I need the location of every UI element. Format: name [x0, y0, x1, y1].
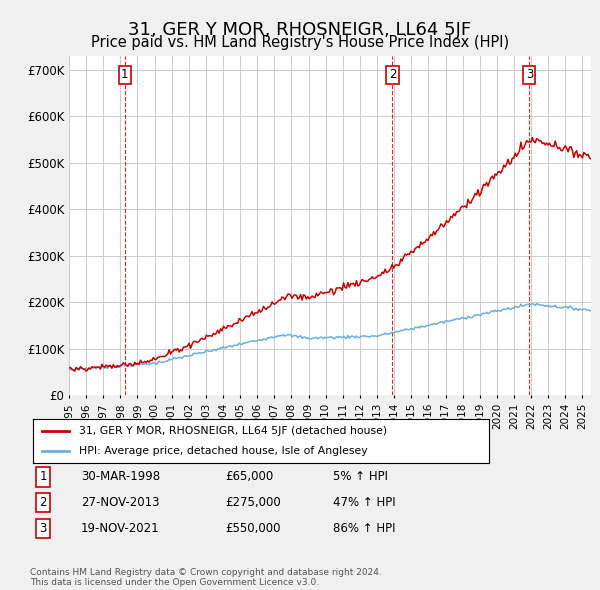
Text: 27-NOV-2013: 27-NOV-2013 — [81, 496, 160, 509]
Text: 19-NOV-2021: 19-NOV-2021 — [81, 522, 160, 535]
Text: 1: 1 — [121, 68, 128, 81]
Text: £275,000: £275,000 — [225, 496, 281, 509]
Text: 30-MAR-1998: 30-MAR-1998 — [81, 470, 160, 483]
Text: 31, GER Y MOR, RHOSNEIGR, LL64 5JF: 31, GER Y MOR, RHOSNEIGR, LL64 5JF — [128, 21, 472, 39]
Text: 86% ↑ HPI: 86% ↑ HPI — [333, 522, 395, 535]
Text: 47% ↑ HPI: 47% ↑ HPI — [333, 496, 395, 509]
Text: Price paid vs. HM Land Registry's House Price Index (HPI): Price paid vs. HM Land Registry's House … — [91, 35, 509, 50]
Text: 3: 3 — [40, 522, 47, 535]
Text: 1: 1 — [40, 470, 47, 483]
Text: £550,000: £550,000 — [225, 522, 281, 535]
Text: 31, GER Y MOR, RHOSNEIGR, LL64 5JF (detached house): 31, GER Y MOR, RHOSNEIGR, LL64 5JF (deta… — [79, 426, 387, 436]
Text: HPI: Average price, detached house, Isle of Anglesey: HPI: Average price, detached house, Isle… — [79, 446, 367, 456]
Text: 5% ↑ HPI: 5% ↑ HPI — [333, 470, 388, 483]
Text: £65,000: £65,000 — [225, 470, 273, 483]
Text: 2: 2 — [40, 496, 47, 509]
Text: Contains HM Land Registry data © Crown copyright and database right 2024.
This d: Contains HM Land Registry data © Crown c… — [30, 568, 382, 587]
Text: 3: 3 — [526, 68, 533, 81]
Text: 2: 2 — [389, 68, 396, 81]
